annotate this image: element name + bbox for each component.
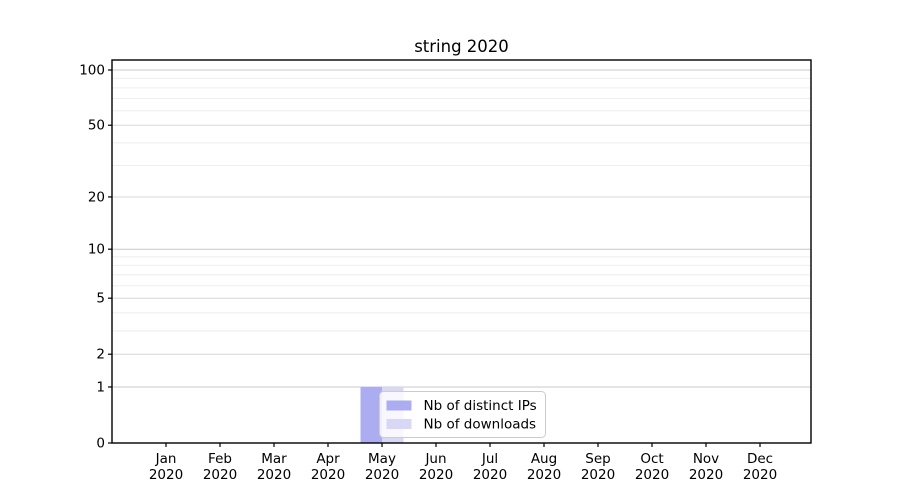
legend-box <box>379 391 546 438</box>
gridlines <box>112 69 811 388</box>
x-axis: Jan2020Feb2020Mar2020Apr2020May2020Jun20… <box>149 443 777 483</box>
x-tick-label-year: 2020 <box>689 467 723 483</box>
y-tick-label: 1 <box>96 379 105 395</box>
x-tick-label-year: 2020 <box>365 467 399 483</box>
legend-swatch-2 <box>386 419 412 429</box>
x-tick-label-month: Jun <box>424 451 446 467</box>
y-tick-label: 100 <box>79 63 105 79</box>
x-tick-label-month: Dec <box>747 451 773 467</box>
x-tick-label-month: Feb <box>208 451 232 467</box>
y-tick-label: 10 <box>88 242 105 258</box>
x-tick-label-year: 2020 <box>203 467 237 483</box>
bar-nb-of-distinct-ips-may <box>360 386 382 443</box>
x-tick-label-month: Aug <box>531 451 557 467</box>
legend: Nb of distinct IPs Nb of downloads <box>379 391 546 438</box>
x-tick-label-year: 2020 <box>527 467 561 483</box>
x-tick-label-year: 2020 <box>311 467 345 483</box>
legend-label-1: Nb of distinct IPs <box>424 398 537 414</box>
x-tick-label-month: Apr <box>316 451 340 467</box>
y-tick-label: 2 <box>96 347 105 363</box>
x-tick-label-year: 2020 <box>743 467 777 483</box>
y-tick-label: 20 <box>88 189 105 205</box>
legend-swatch-1 <box>386 400 412 411</box>
legend-label-2: Nb of downloads <box>424 417 537 433</box>
x-tick-label-year: 2020 <box>419 467 453 483</box>
x-tick-label-month: Sep <box>585 451 610 467</box>
x-tick-label-month: Oct <box>640 451 663 467</box>
y-tick-label: 5 <box>96 291 105 307</box>
x-tick-label-month: May <box>368 451 396 467</box>
x-tick-label-month: Jul <box>481 451 498 467</box>
x-tick-label-year: 2020 <box>581 467 615 483</box>
x-tick-label-year: 2020 <box>473 467 507 483</box>
y-axis: 0 1 2 5 10 20 50 100 <box>79 63 112 452</box>
y-tick-label: 50 <box>88 118 105 134</box>
x-tick-label-month: Mar <box>261 451 287 467</box>
chart-title: string 2020 <box>414 37 509 56</box>
x-tick-label-year: 2020 <box>635 467 669 483</box>
plot-frame <box>111 59 812 444</box>
x-tick-label-year: 2020 <box>257 467 291 483</box>
y-tick-label: 0 <box>96 436 105 452</box>
x-tick-label-month: Nov <box>693 451 719 467</box>
x-tick-label-year: 2020 <box>149 467 183 483</box>
x-tick-label-month: Jan <box>155 451 177 467</box>
